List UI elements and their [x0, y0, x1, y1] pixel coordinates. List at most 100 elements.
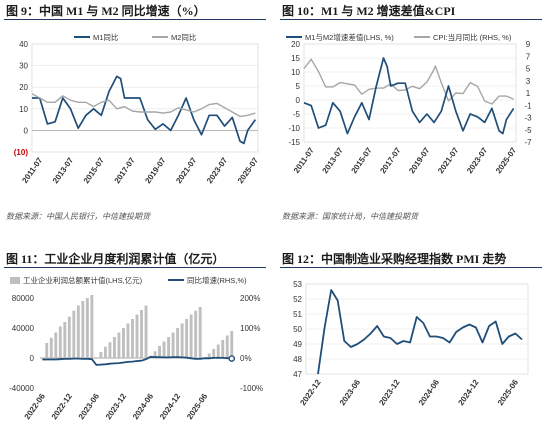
- fig9-series-line-0: [32, 75, 257, 145]
- fig11-legend-label-0: 工业企业利润总额累计值(LHS,亿元): [23, 275, 143, 285]
- fig11-y-right-tick-label-2: 0%: [240, 354, 252, 363]
- fig12-y-tick-label-1: 52: [293, 295, 302, 304]
- fig11-bar-8: [76, 305, 80, 358]
- fig12-y-tick-label-6: 47: [293, 370, 302, 379]
- fig11-bar-39: [216, 344, 220, 358]
- fig10-y-left-tick-label-5: -5: [293, 110, 301, 119]
- fig11-bar-35: [198, 307, 202, 358]
- fig10-x-tick-label-2: 2015-07: [349, 146, 374, 176]
- fig10-y-left-tick-label-2: 10: [291, 68, 300, 77]
- fig12-x-tick-label-2: 2023-12: [377, 378, 402, 408]
- fig11-bar-7: [72, 310, 76, 358]
- fig12-y-tick-label-2: 51: [293, 310, 302, 319]
- fig11-bar-37: [207, 353, 211, 358]
- fig10-x-tick-label-4: 2019-07: [407, 146, 432, 176]
- fig10-y-left-tick-label-4: 0: [296, 96, 301, 105]
- fig9-x-tick-label-3: 2017-07: [113, 156, 138, 186]
- fig11-x-tick-label-0: 2022-06: [23, 392, 48, 422]
- fig10-y-right-tick-label-6: -3: [524, 114, 532, 123]
- fig10-series-line-0: [303, 57, 515, 135]
- fig11-legend-label-1: 同比增速(RHS,%): [187, 275, 247, 285]
- fig11-x-tick-label-5: 2024-12: [158, 392, 183, 422]
- fig12-title-rule: [280, 267, 542, 268]
- fig9-y-tick-label-3: 10: [19, 105, 28, 114]
- fig11-x-tick-label-2: 2023-06: [77, 392, 102, 422]
- fig11-bar-20: [131, 319, 134, 358]
- fig10-y-right-tick-label-2: 5: [526, 65, 531, 74]
- fig11-bar-38: [212, 349, 216, 358]
- fig11-bar-14: [103, 346, 107, 358]
- fig11-title-rule: [4, 267, 266, 268]
- fig12-x-tick-label-4: 2024-12: [456, 378, 481, 408]
- fig12-y-tick-label-0: 53: [293, 280, 302, 289]
- fig9-y-tick-label-2: 20: [19, 83, 28, 92]
- fig10-y-left-tick-label-0: 20: [291, 40, 300, 49]
- fig11-bar-17: [117, 332, 121, 358]
- fig12-x-tick-label-5: 2025-06: [496, 378, 521, 408]
- fig9-y-tick-label-1: 30: [19, 62, 28, 71]
- fig11-bar-26: [158, 346, 162, 358]
- fig12-y-tick-label-3: 50: [293, 325, 302, 334]
- fig10-source: 数据来源：国家统计局，中信建投期货: [282, 212, 418, 221]
- fig11-y-left-tick-label-0: 80000: [12, 294, 35, 303]
- fig10-x-tick-label-6: 2023-07: [465, 146, 490, 176]
- fig11-y-left-tick-label-1: 40000: [12, 324, 35, 333]
- fig10-plot-frame: [303, 43, 517, 143]
- fig10-y-left-tick-label-7: -15: [288, 138, 300, 147]
- fig11-bar-3: [54, 332, 58, 358]
- fig9-x-tick-label-4: 2019-07: [143, 156, 168, 186]
- fig10-x-tick-label-3: 2017-07: [378, 146, 403, 176]
- fig11-bar-30: [176, 328, 180, 358]
- fig10-chart: 20 15 10 5 0 -5 -10 -15 9 7 5 3 1 -1 -3 -5 -7 2011-07 2013…: [286, 32, 532, 176]
- fig11-bar-9: [81, 301, 85, 358]
- fig11-bar-15: [108, 342, 112, 358]
- fig11-bar-28: [167, 337, 171, 358]
- fig9-x-tick-label-7: 2025-07: [236, 156, 261, 186]
- fig9-y-tick-label-0: 40: [19, 40, 28, 49]
- fig11-bar-42: [230, 331, 234, 358]
- fig9-chart: 40 30 20 10 0 (10)2011-07 2013-07 2015-07 2017-0…: [14, 32, 261, 186]
- fig11-x-tick-label-3: 2023-12: [104, 392, 129, 422]
- fig11-growth-line: [42, 355, 232, 366]
- fig9-y-tick-label-4: 0: [24, 126, 29, 135]
- fig10-y-right-tick-label-4: 1: [526, 89, 531, 98]
- fig10-y-left-tick-label-1: 15: [291, 54, 300, 63]
- fig9-legend-label-0: M1同比: [93, 32, 119, 42]
- fig10-y-right-tick-label-5: -1: [524, 101, 532, 110]
- fig11-x-tick-label-1: 2022-12: [50, 392, 75, 422]
- fig11-bar-6: [67, 316, 71, 358]
- fig9-x-tick-label-2: 2015-07: [82, 156, 107, 186]
- fig11-bar-32: [185, 319, 189, 358]
- fig11-bar-1: [45, 343, 49, 358]
- fig11-bar-22: [140, 310, 143, 358]
- fig11-bar-19: [126, 323, 130, 358]
- fig10-y-left-tick-label-3: 5: [296, 82, 301, 91]
- fig11-y-left-tick-label-2: 0: [30, 354, 35, 363]
- fig10-y-right-tick-label-8: -7: [524, 138, 532, 147]
- fig10-y-right-tick-label-3: 3: [526, 77, 531, 86]
- fig11-title: 图 11：工业企业月度利润累计值（亿元）: [6, 252, 225, 266]
- fig12-pmi-line: [317, 289, 523, 375]
- fig12-x-tick-label-3: 2024-06: [417, 378, 442, 408]
- fig11-bar-29: [171, 332, 175, 358]
- fig9-x-tick-label-6: 2023-07: [205, 156, 230, 186]
- fig11-bar-25: [153, 351, 157, 358]
- fig11-bar-23: [144, 305, 148, 358]
- fig11-bar-18: [122, 328, 125, 358]
- fig10-legend-label-0: M1与M2增速差值(LHS, %): [305, 32, 394, 42]
- fig12-x-tick-label-0: 2022-12: [298, 378, 323, 408]
- fig11-bar-40: [221, 340, 225, 358]
- fig10-y-right-tick-label-1: 7: [526, 52, 531, 61]
- fig11-bar-13: [99, 352, 103, 358]
- fig11-bar-41: [225, 335, 229, 358]
- fig11-bar-10: [85, 298, 89, 358]
- fig9-legend-label-1: M2同比: [171, 32, 197, 42]
- fig12-title: 图 12：中国制造业采购经理指数 PMI 走势: [282, 252, 507, 266]
- fig9-x-tick-label-0: 2011-07: [20, 156, 44, 185]
- fig11-bar-2: [49, 337, 53, 358]
- fig12-y-tick-label-4: 49: [293, 340, 302, 349]
- fig12-y-tick-label-5: 48: [293, 355, 302, 364]
- fig11-bar-34: [194, 310, 198, 358]
- fig10-x-tick-label-0: 2011-07: [292, 146, 316, 175]
